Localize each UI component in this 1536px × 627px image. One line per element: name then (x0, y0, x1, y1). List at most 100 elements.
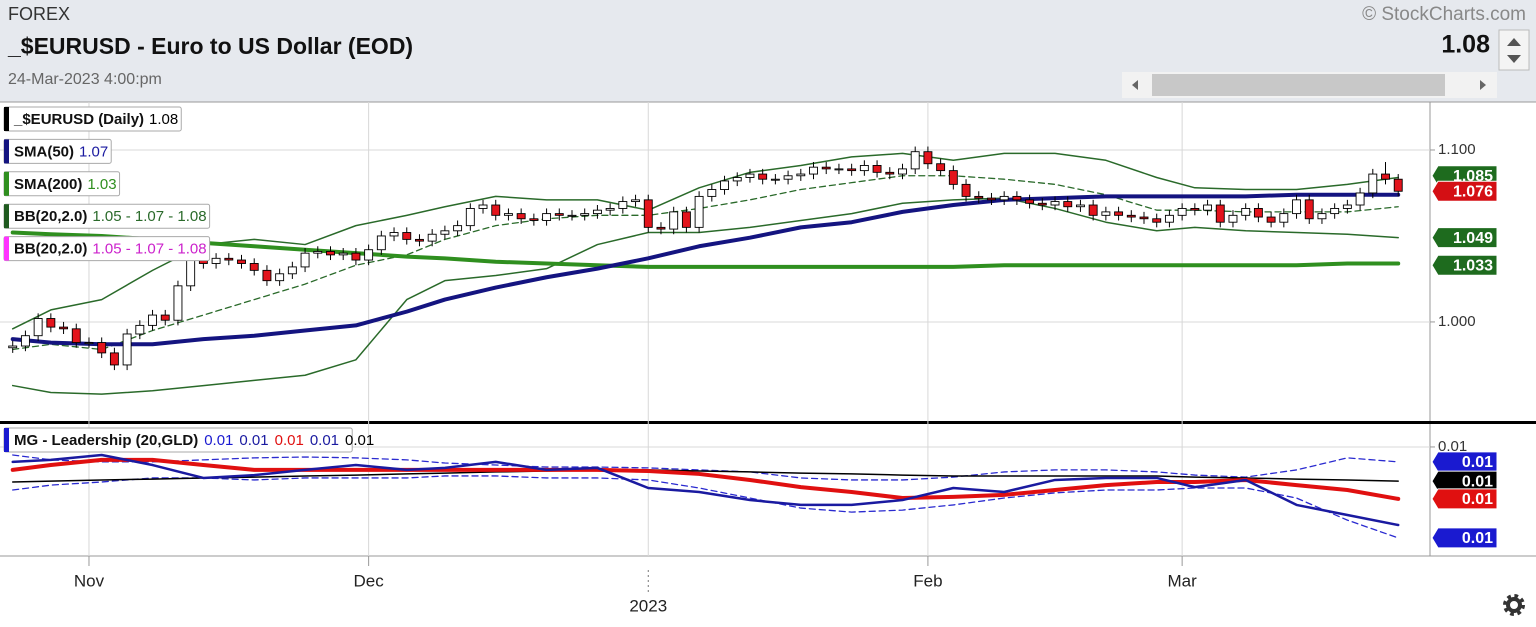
scrollbar[interactable] (1122, 72, 1497, 98)
price-label: 0.01 (1462, 473, 1493, 490)
price-label: 1.049 (1453, 230, 1493, 247)
price-label-box (1431, 470, 1498, 492)
candle-body (300, 252, 310, 268)
candle-body (1266, 216, 1276, 223)
candle-body (364, 249, 374, 261)
price-label: 0.01 (1462, 491, 1493, 508)
candle-body (59, 326, 69, 330)
legend-value: 0.01 (204, 432, 233, 449)
candle-body (8, 345, 18, 349)
legend-value: 1.03 (87, 176, 116, 193)
candle-body (135, 324, 145, 335)
exchange: FOREX (8, 4, 70, 24)
candle-body (109, 352, 119, 366)
candle-body (732, 177, 742, 182)
candle-body (1368, 173, 1378, 194)
candle-body (46, 318, 56, 328)
price-label-box (1431, 254, 1498, 276)
candle-body (720, 180, 729, 190)
chart-date: 24-Mar-2023 4:00:pm (8, 71, 162, 88)
scroll-thumb[interactable] (1152, 74, 1445, 96)
candle-body (770, 178, 780, 181)
candle-body (1177, 207, 1187, 216)
candle-body (33, 318, 43, 337)
spin-box[interactable] (1498, 29, 1530, 71)
candle-body (1126, 214, 1136, 218)
settings-gear[interactable] (1503, 594, 1525, 616)
candle-body (1164, 214, 1174, 223)
candle-body (758, 173, 768, 180)
candle-body (376, 235, 386, 251)
spin-buttons[interactable] (1498, 29, 1530, 71)
candle-body (287, 266, 297, 275)
candle-body (592, 209, 602, 215)
x-tick-label: Feb (913, 571, 942, 590)
legend-value: 0.01 (275, 432, 304, 449)
price-label: 1.076 (1453, 183, 1493, 200)
candle-body (237, 259, 246, 264)
legend-swatch (4, 171, 9, 196)
candle-body (1101, 211, 1111, 216)
candle-body (745, 173, 755, 178)
legend-value: 1.07 (79, 143, 108, 160)
candle-body (542, 213, 552, 221)
candle-body (605, 207, 615, 211)
candle-body (1253, 207, 1263, 218)
legend-swatch (4, 139, 9, 164)
candle-body (1025, 199, 1035, 204)
candle-body (961, 183, 971, 197)
candle-body (1215, 204, 1225, 223)
candle-body (1342, 204, 1352, 209)
price-panel (8, 146, 1403, 395)
candle-body (681, 211, 691, 228)
candle-body (1279, 213, 1289, 223)
candle-body (1063, 201, 1073, 208)
y-tick-label: 1.000 (1438, 313, 1476, 330)
legend-value: 0.01 (310, 432, 339, 449)
legend-label: BB(20,2.0) (14, 241, 87, 258)
spin-down[interactable] (1507, 55, 1521, 63)
price-label-box (1431, 451, 1498, 473)
price-label: 0.01 (1462, 530, 1493, 547)
price-label-box (1431, 227, 1498, 249)
candle-body (326, 250, 335, 256)
candle-body (707, 189, 717, 197)
legend-swatch (4, 428, 9, 452)
candle-body (173, 285, 183, 321)
candle-body (821, 166, 831, 170)
candle-body (1241, 207, 1251, 216)
candle-body (71, 328, 81, 344)
candle-body (567, 214, 577, 217)
legend-value: 0.01 (345, 432, 374, 449)
chart-title: _$EURUSD - Euro to US Dollar (EOD) (7, 33, 413, 59)
candle-body (1203, 204, 1213, 211)
legend-entry: SMA(50) 1.07 (14, 143, 108, 160)
spin-up[interactable] (1507, 38, 1521, 46)
candle-body (987, 197, 996, 201)
series-line (12, 475, 1399, 539)
year-tick-label: 2023 (629, 596, 667, 615)
legend-label: SMA(200) (14, 176, 82, 193)
legend-entry: BB(20,2.0) 1.05 - 1.07 - 1.08 (14, 208, 207, 225)
candle-body (898, 168, 907, 175)
scroll-right[interactable] (1480, 80, 1486, 90)
candle-body (275, 273, 285, 282)
candle-body (1355, 192, 1365, 206)
copyright: © StockCharts.com (1362, 4, 1526, 25)
candle-body (631, 199, 641, 203)
candle-body (313, 250, 323, 254)
legend-label: MG - Leadership (20,GLD) (14, 432, 198, 449)
scroll-left[interactable] (1132, 80, 1138, 90)
gear-ring[interactable] (1506, 597, 1522, 613)
legend-entry: _$EURUSD (Daily) 1.08 (13, 111, 178, 128)
candle-body (503, 213, 513, 216)
legend-swatch (4, 236, 9, 261)
candle-body (1304, 199, 1314, 220)
candle-body (1228, 214, 1238, 223)
candle-body (974, 195, 984, 199)
candle-body (936, 163, 946, 172)
candle-body (262, 269, 272, 282)
x-tick-label: Dec (354, 571, 385, 590)
candle-body (249, 263, 259, 271)
